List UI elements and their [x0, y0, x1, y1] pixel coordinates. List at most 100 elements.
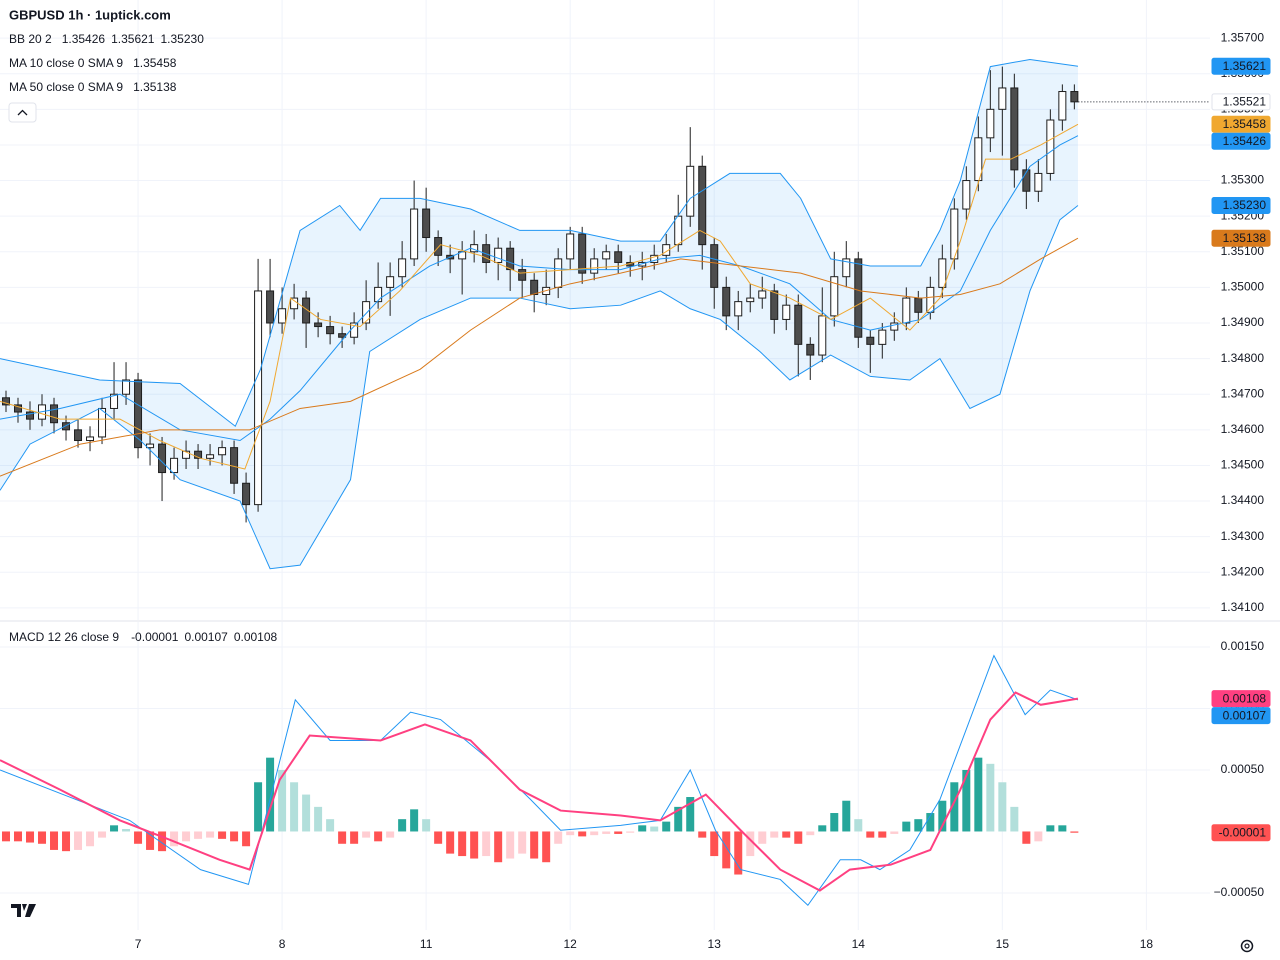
y-tick-label: 1.34400 [1221, 493, 1265, 507]
histogram-bar [182, 831, 191, 842]
candle-body [134, 379, 143, 449]
histogram-bar [566, 831, 575, 836]
settings-gear-hub [1244, 943, 1250, 949]
x-tick-label: 18 [1140, 937, 1154, 951]
candle-body [530, 279, 539, 296]
histogram-bar [410, 809, 419, 832]
histogram-bar [266, 757, 275, 832]
y-tick-label: 1.35300 [1221, 173, 1265, 187]
y-tick-label: 1.34700 [1221, 386, 1265, 400]
candle-body [974, 137, 983, 182]
candle-body [842, 258, 851, 278]
candle-body [422, 208, 431, 239]
candle-body [374, 286, 383, 303]
histogram-bar [434, 831, 443, 844]
histogram-bar [194, 831, 203, 839]
tv-logo-mark[interactable] [11, 904, 36, 917]
candle-body [962, 180, 971, 210]
candle-body [218, 447, 227, 456]
histogram-bar [458, 831, 467, 857]
indicator-line [0, 135, 1079, 442]
chart-title: GBPUSD 1h · 1uptick.com [9, 7, 171, 22]
band-fill [0, 59, 1078, 569]
histogram-bar [206, 831, 215, 838]
candle-body [806, 343, 815, 356]
axis-badge [1211, 824, 1271, 842]
y-tick-label: 1.35000 [1221, 280, 1265, 294]
candle-body [410, 208, 419, 260]
histogram-bar [314, 806, 323, 832]
candle-body [698, 165, 707, 246]
indicator-line [0, 205, 1079, 570]
histogram-bar [374, 831, 383, 842]
histogram-bar [290, 782, 299, 832]
tv-logo[interactable] [11, 904, 36, 917]
collapse-button[interactable] [8, 102, 37, 123]
histogram-bar [698, 831, 707, 838]
histogram-bar [650, 826, 659, 832]
legend-value: 0.00107 [184, 630, 228, 644]
y-tick-label: 1.35100 [1221, 244, 1265, 258]
y-tick-label: 0.00150 [1221, 639, 1265, 653]
axis-badge [1211, 196, 1271, 214]
candle-body [326, 326, 335, 335]
y-tick-label: −0.00050 [1214, 885, 1265, 899]
candle-body [890, 322, 899, 331]
axis-badge [1211, 93, 1271, 111]
histogram-bar [98, 831, 107, 838]
settings-gear[interactable] [1240, 939, 1254, 953]
legend-name: BB 20 2 [9, 32, 52, 46]
histogram-bar [974, 757, 983, 832]
collapse-button-box[interactable] [8, 102, 37, 123]
candle-body [986, 108, 995, 139]
candle-body [554, 258, 563, 288]
histogram-bar [746, 831, 755, 857]
histogram-bar [866, 831, 875, 838]
candle-body [1058, 91, 1067, 121]
candle-body [1046, 119, 1055, 174]
candle-body [758, 290, 767, 299]
histogram-bar [758, 831, 767, 844]
candle-body [506, 247, 515, 271]
candle-body [62, 422, 71, 431]
y-tick-label: 0.00050 [1221, 762, 1265, 776]
histogram-bar [638, 825, 647, 832]
candle-body [902, 297, 911, 324]
histogram-bar [938, 800, 947, 832]
axis-badge-label: 1.35138 [1223, 231, 1267, 245]
legend-name: MACD 12 26 close 9 [9, 630, 119, 644]
histogram-bar [590, 831, 599, 836]
candle-body [434, 237, 443, 256]
histogram-bar [878, 831, 887, 838]
candle-body [818, 315, 827, 356]
candle-body [98, 407, 107, 438]
histogram-bar [554, 831, 563, 844]
candle-body [914, 297, 923, 313]
axis-badge [1211, 132, 1271, 150]
y-tick-label: 1.35700 [1221, 30, 1265, 44]
histogram-bar [62, 831, 71, 852]
legend-value: 0.00108 [234, 630, 278, 644]
candle-body [242, 482, 251, 506]
candle-body [878, 329, 887, 345]
macd-line [0, 654, 1079, 907]
histogram-bar [134, 831, 143, 844]
histogram-bar [806, 831, 815, 836]
price-pane [0, 58, 1210, 570]
histogram-bar [542, 831, 551, 863]
y-tick-label: 1.34200 [1221, 564, 1265, 578]
settings-button[interactable] [1240, 939, 1254, 953]
histogram-bar [950, 782, 959, 832]
histogram-bar [890, 831, 899, 834]
histogram-bar [662, 821, 671, 832]
candle-body [158, 443, 167, 474]
histogram-bar [782, 831, 791, 838]
histogram-bar [482, 831, 491, 857]
candle-body [770, 290, 779, 320]
candle-body [1034, 172, 1043, 192]
histogram-bar [350, 831, 359, 844]
histogram-bar [1010, 806, 1019, 832]
histogram-bar [2, 831, 11, 842]
candle-body [722, 286, 731, 317]
